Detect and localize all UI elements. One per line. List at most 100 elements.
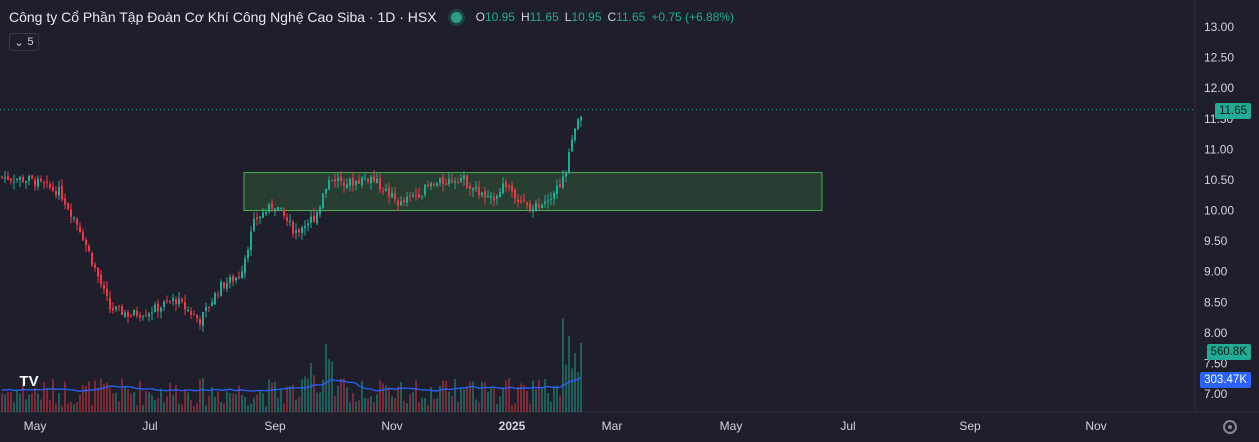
candle-body: [550, 198, 552, 200]
candle-body: [349, 178, 351, 186]
y-tick-label: 9.50: [1204, 234, 1228, 248]
candle-body: [202, 311, 204, 326]
volume-bar: [208, 395, 210, 412]
x-tick-label: Sep: [264, 419, 286, 433]
volume-bar: [439, 385, 441, 412]
candle-body: [538, 204, 540, 208]
candle-body: [325, 189, 327, 194]
y-tick-label: 10.00: [1204, 204, 1234, 218]
volume-bar: [43, 381, 45, 412]
volume-bar: [178, 403, 180, 412]
candle-body: [388, 187, 390, 197]
volume-bar: [313, 375, 315, 412]
volume-bar: [61, 405, 63, 412]
volume-bar: [475, 399, 477, 412]
candle-body: [319, 206, 321, 214]
candle-body: [235, 277, 237, 281]
volume-bar: [382, 383, 384, 412]
candle-body: [1, 176, 3, 178]
candle-body: [295, 230, 297, 233]
ohlc-readout: O10.95 H11.65 L10.95 C11.65 +0.75 (+6.88…: [476, 10, 734, 24]
candle-body: [568, 152, 570, 174]
candle-body: [61, 185, 63, 200]
volume-bar: [88, 381, 90, 412]
candle-body: [298, 229, 300, 233]
candle-body: [91, 252, 93, 265]
candle-body: [37, 178, 39, 187]
volume-bar: [100, 378, 102, 412]
candle-body: [436, 182, 438, 186]
volume-bar: [430, 387, 432, 412]
candle-body: [511, 185, 513, 192]
candle-body: [160, 307, 162, 312]
y-tick-label: 12.00: [1204, 81, 1234, 95]
candle-body: [43, 182, 45, 184]
volume-bar: [13, 402, 15, 412]
candle-body: [541, 204, 543, 209]
candle-body: [289, 220, 291, 222]
volume-bar: [130, 394, 132, 412]
candle-body: [391, 192, 393, 198]
candle-body: [259, 216, 261, 219]
volume-bar: [577, 372, 579, 412]
candle-body: [301, 227, 303, 233]
volume-bar: [385, 385, 387, 412]
candle-body: [31, 175, 33, 179]
volume-bar: [115, 392, 117, 412]
candle-body: [421, 195, 423, 197]
candle-body: [448, 178, 450, 185]
volume-bar: [82, 384, 84, 412]
candle-body: [223, 282, 225, 288]
candle-body: [400, 201, 402, 206]
tradingview-logo-icon[interactable]: TV: [19, 372, 39, 390]
volume-bar: [205, 405, 207, 412]
indicator-toggle-button[interactable]: ⌄ 5: [9, 33, 39, 51]
candle-body: [376, 178, 378, 184]
volume-bar: [391, 396, 393, 412]
candle-body: [385, 188, 387, 191]
candle-body: [76, 218, 78, 225]
volume-bar: [424, 397, 426, 412]
candle-body: [103, 284, 105, 289]
settings-gear-icon[interactable]: [1223, 420, 1237, 434]
volume-bar: [484, 382, 486, 412]
volume-bar: [187, 392, 189, 412]
volume-bar: [109, 387, 111, 412]
candle-body: [283, 209, 285, 216]
candle-body: [577, 118, 579, 130]
volume-bar: [127, 389, 129, 412]
candle-body: [73, 217, 75, 219]
volume-bar: [532, 380, 534, 412]
volume-bar: [184, 388, 186, 412]
candle-body: [478, 187, 480, 196]
volume-bar: [466, 386, 468, 412]
candle-body: [364, 177, 366, 179]
volume-bar: [373, 401, 375, 412]
volume-bar: [52, 379, 54, 412]
volume-bar: [397, 386, 399, 412]
candle-body: [133, 310, 135, 316]
volume-bar: [403, 400, 405, 412]
candle-body: [475, 186, 477, 189]
volume-bar: [421, 397, 423, 412]
candle-body: [175, 299, 177, 305]
volume-bar: [199, 379, 201, 412]
candle-body: [70, 209, 72, 218]
candle-body: [526, 202, 528, 205]
candle-body: [286, 217, 288, 221]
candle-body: [130, 315, 132, 317]
symbol-title[interactable]: Công ty Cổ Phần Tập Đoàn Cơ Khí Công Ngh…: [9, 9, 437, 25]
volume-bar: [271, 382, 273, 412]
candle-body: [94, 264, 96, 268]
candle-body: [427, 184, 429, 187]
volume-bar: [40, 399, 42, 412]
candle-body: [547, 200, 549, 202]
volume-bar: [142, 405, 144, 412]
volume-bar: [352, 392, 354, 412]
volume-bar: [451, 396, 453, 412]
volume-bar: [460, 387, 462, 412]
volume-bar: [73, 404, 75, 412]
volume-bar: [442, 380, 444, 412]
candle-body: [328, 180, 330, 190]
